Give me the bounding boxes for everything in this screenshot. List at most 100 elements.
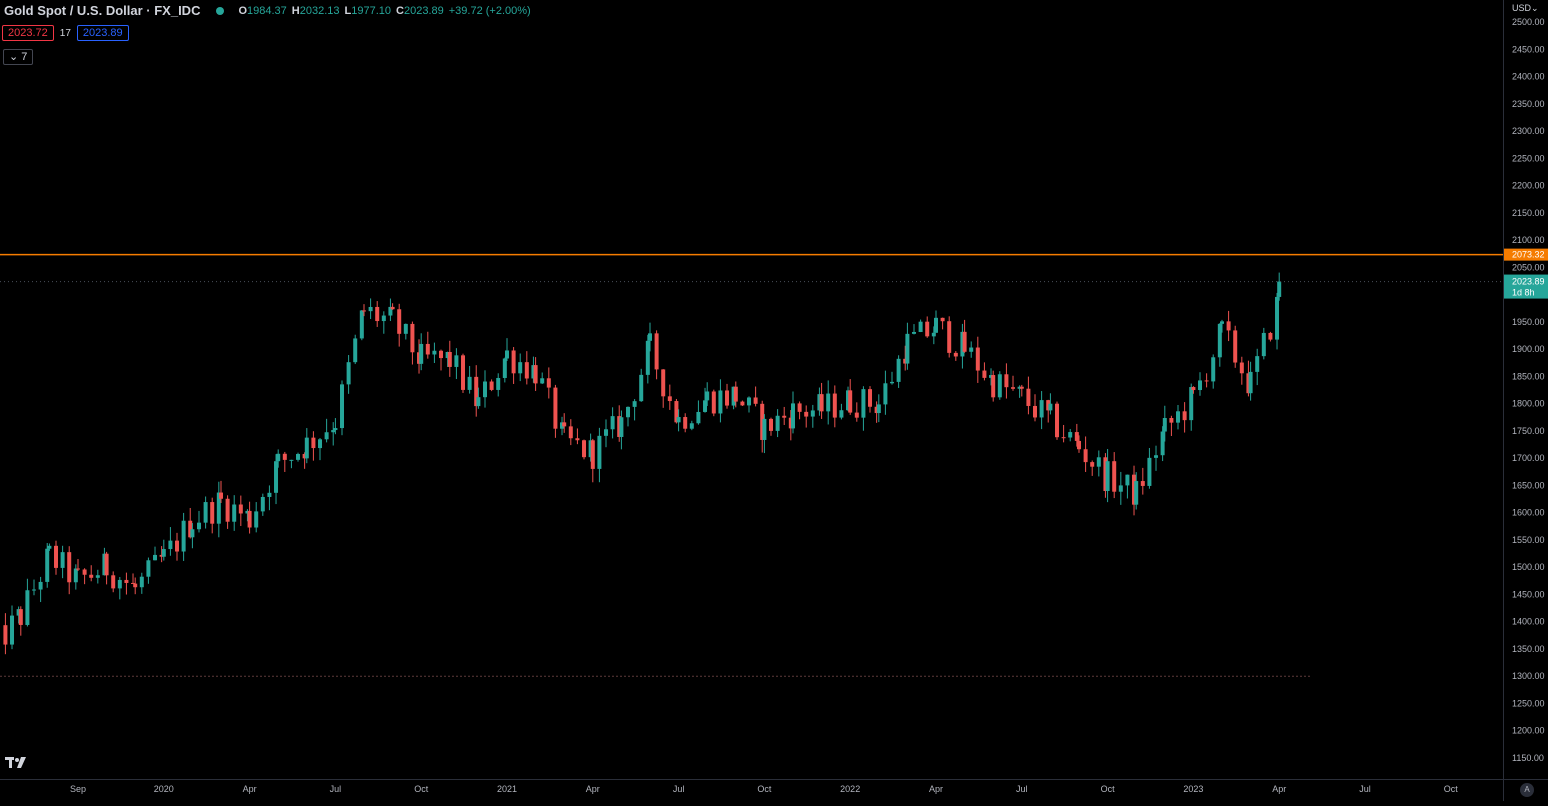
candle xyxy=(346,355,351,394)
price-tick-label: 1450.00 xyxy=(1512,589,1545,599)
candle xyxy=(1246,360,1251,397)
time-tick-label: Apr xyxy=(243,784,257,794)
candle xyxy=(619,410,624,450)
candle xyxy=(1103,453,1108,498)
market-status-icon[interactable] xyxy=(216,6,225,15)
candle-body xyxy=(540,378,545,384)
time-tick-label: 2020 xyxy=(154,784,174,794)
candle xyxy=(1096,450,1101,477)
candle xyxy=(667,384,672,410)
candle xyxy=(918,319,923,333)
candle-body xyxy=(304,437,309,459)
candle-body xyxy=(188,520,193,538)
candle xyxy=(953,351,958,361)
candle xyxy=(791,391,795,434)
candle-body xyxy=(153,554,158,561)
candle xyxy=(839,403,844,420)
candle xyxy=(1026,376,1031,415)
candle-body xyxy=(1277,281,1282,297)
candle-body xyxy=(47,545,52,549)
candle xyxy=(225,495,230,529)
indicators-toggle-button[interactable]: ⌄ 7 xyxy=(3,49,34,65)
candle-body xyxy=(117,579,122,589)
resistance-price-label: 2073.32 xyxy=(1512,250,1545,260)
candle-body xyxy=(718,390,723,414)
time-tick-label: 2023 xyxy=(1183,784,1203,794)
candle-body xyxy=(619,417,624,437)
candle xyxy=(531,356,536,383)
candle-body xyxy=(733,386,738,402)
candle-body xyxy=(1132,474,1137,505)
candle xyxy=(245,509,250,522)
buy-button[interactable]: 2023.89 xyxy=(76,25,129,41)
auto-scale-button[interactable]: A xyxy=(1520,783,1534,797)
candle xyxy=(60,545,65,579)
price-tick-label: 2250.00 xyxy=(1512,153,1545,163)
candle xyxy=(445,351,450,368)
candle xyxy=(1033,394,1038,422)
candle-body xyxy=(597,435,602,469)
candle xyxy=(733,381,738,408)
candle xyxy=(769,417,774,436)
candle xyxy=(1039,391,1044,430)
candle xyxy=(775,409,780,438)
candle xyxy=(740,400,745,407)
candle-body xyxy=(731,386,736,406)
chevron-down-icon: ⌄ xyxy=(9,51,19,63)
candle xyxy=(304,428,309,464)
candle xyxy=(597,427,602,483)
time-tick-label: Oct xyxy=(757,784,772,794)
candle-body xyxy=(159,554,164,557)
candle-body xyxy=(381,315,386,322)
currency-selector[interactable]: USD⌄ xyxy=(1512,3,1539,14)
candle-body xyxy=(16,609,21,616)
candle-body xyxy=(1061,437,1066,439)
candle-body xyxy=(25,590,30,625)
tradingview-logo-icon[interactable] xyxy=(5,754,31,770)
candle-body xyxy=(1226,321,1231,331)
candle xyxy=(397,303,402,347)
candle xyxy=(483,370,488,408)
candle xyxy=(511,347,516,384)
symbol-title[interactable]: Gold Spot / U.S. Dollar · FX_IDC xyxy=(4,3,201,18)
price-tick-label: 1550.00 xyxy=(1512,535,1545,545)
candle xyxy=(718,379,723,423)
high-value: 2032.13 xyxy=(299,4,340,17)
candle-body xyxy=(575,438,580,441)
candle xyxy=(153,546,158,561)
candle-body xyxy=(868,389,873,407)
candle xyxy=(703,387,708,413)
price-tick-label: 1400.00 xyxy=(1512,617,1545,627)
sell-button[interactable]: 2023.72 xyxy=(2,25,54,41)
candle-body xyxy=(502,358,507,378)
candle xyxy=(874,401,879,423)
candle-body xyxy=(474,376,479,407)
candle xyxy=(1217,323,1222,367)
candle-body xyxy=(225,498,230,522)
candle-body xyxy=(131,582,136,584)
candle xyxy=(1019,384,1024,397)
chevron-down-icon: ⌄ xyxy=(1531,3,1539,13)
candle xyxy=(111,571,116,593)
candle xyxy=(861,386,866,431)
candle-body xyxy=(1068,432,1073,438)
candle-body xyxy=(905,333,910,364)
candle-body xyxy=(1248,371,1253,394)
candle xyxy=(1048,393,1053,415)
candle-body xyxy=(925,321,930,337)
candle-body xyxy=(511,350,516,374)
candle xyxy=(610,407,615,439)
candle-body xyxy=(1154,455,1159,458)
candle-body xyxy=(762,418,767,440)
candle-body xyxy=(1147,457,1152,486)
candle xyxy=(553,384,558,438)
candle xyxy=(1061,424,1066,443)
candle-body xyxy=(161,549,166,557)
candle-body xyxy=(254,511,259,528)
candle xyxy=(188,507,193,539)
candle-body xyxy=(590,440,595,469)
time-tick-label: Oct xyxy=(1444,784,1459,794)
candle-body xyxy=(203,502,208,523)
